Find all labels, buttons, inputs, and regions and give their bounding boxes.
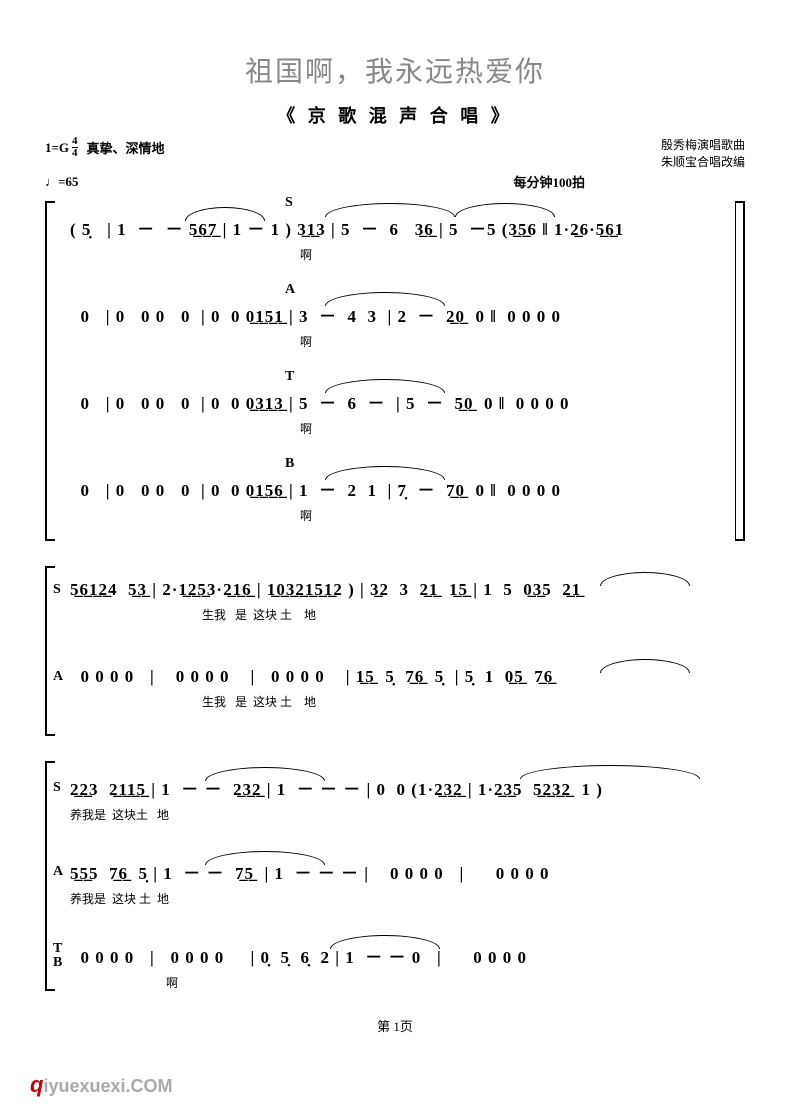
credits: 殷秀梅演唱歌曲 朱顺宝合唱改编	[661, 136, 745, 170]
staff-b: B 0 | 0 0 0 0 | 0 0 0̲1̲5̲6̲ | 1 － 2 1 |…	[45, 462, 745, 515]
voice-label-b: B	[285, 456, 294, 472]
music-line-a2: 0 0 0 0 | 0 0 0 0 | 0 0 0 0 | 1̲5̲ 5̣ 7̲…	[70, 667, 553, 687]
music-line-s: ( 5̣ | 1 － － 5̲6̲7̲ | 1 － 1 ) 3̲1̲3 | 5 …	[70, 215, 624, 240]
music-line-tb3: 0 0 0 0 | 0 0 0 0 | 0̣ 5̣ 6̣ 2 | 1 － － 0…	[70, 943, 527, 968]
staff-s: S ( 5̣ | 1 － － 5̲6̲7̲ | 1 － 1 ) 3̲1̲3 | …	[45, 201, 745, 254]
voice-label-a: A	[53, 669, 63, 685]
slur	[325, 203, 455, 217]
staff-a: A 0 | 0 0 0 0 | 0 0 0̲1̲5̲1̲ | 3 － 4 3 |…	[45, 288, 745, 341]
key-signature: 1=G 4 4 真挚、深情地	[45, 136, 165, 159]
voice-label-s: S	[53, 582, 61, 598]
page-subtitle: 《 京 歌 混 声 合 唱 》	[45, 102, 745, 128]
header-row: 1=G 4 4 真挚、深情地 殷秀梅演唱歌曲 朱顺宝合唱改编	[45, 136, 745, 170]
page-number: 第 1页	[45, 1016, 745, 1035]
bpm-mark: 每分钟100拍	[513, 172, 585, 191]
music-line-a: 0 | 0 0 0 0 | 0 0 0̲1̲5̲1̲ | 3 － 4 3 | 2…	[70, 302, 561, 327]
slur	[205, 851, 325, 865]
staff-s2: S 5̲6̲1̲2̲4 5̲3̲ | 2·1̲2̲5̲3·2̲1̲6̲ | 1̲…	[45, 566, 745, 614]
header-left: 1=G 4 4 真挚、深情地	[45, 136, 165, 170]
watermark-text: iyuexuexi.COM	[43, 1076, 172, 1096]
staff-tb3: T B 0 0 0 0 | 0 0 0 0 | 0̣ 5̣ 6̣ 2 | 1 －…	[45, 929, 745, 982]
watermark-q: q	[30, 1072, 43, 1097]
time-signature: 4 4	[72, 136, 78, 159]
voice-label-t: T	[285, 369, 294, 385]
staff-a3: A 5̲5̲5 7̲6̲ 5̣ | 1 － － 7̲5̲ | 1 － － － |…	[45, 845, 745, 898]
credit-line-2: 朱顺宝合唱改编	[661, 153, 745, 170]
system-3: S 2̲2̲3 2̲1̲1̲5̲ | 1 － － 2̲3̲2̲ | 1 － － …	[45, 761, 745, 991]
music-line-s2: 5̲6̲1̲2̲4 5̲3̲ | 2·1̲2̲5̲3·2̲1̲6̲ | 1̲0̲…	[70, 580, 581, 600]
slur	[330, 935, 440, 949]
slur	[325, 466, 445, 480]
staff-a2: A 0 0 0 0 | 0 0 0 0 | 0 0 0 0 | 1̲5̲ 5̣ …	[45, 653, 745, 701]
watermark: qiyuexuexi.COM	[30, 1072, 173, 1098]
system-2: S 5̲6̲1̲2̲4 5̲3̲ | 2·1̲2̲5̲3·2̲1̲6̲ | 1̲…	[45, 566, 745, 736]
key-text: 1=G	[45, 140, 69, 156]
slur	[520, 765, 700, 779]
voice-label-s: S	[53, 780, 61, 796]
credit-line-1: 殷秀梅演唱歌曲	[661, 136, 745, 153]
staff-s3: S 2̲2̲3 2̲1̲1̲5̲ | 1 － － 2̲3̲2̲ | 1 － － …	[45, 761, 745, 814]
slur	[205, 767, 325, 781]
staff-t: T 0 | 0 0 0 0 | 0 0 0̲3̲1̲3̲ | 5 － 6 － |…	[45, 375, 745, 428]
voice-label-tb: T B	[53, 942, 62, 970]
voice-label-a: A	[53, 864, 63, 880]
tempo-row: ♩=65 每分钟100拍	[45, 172, 745, 191]
slur	[185, 207, 265, 221]
tempo-mark: ♩=65	[45, 174, 78, 191]
slur	[600, 572, 690, 586]
voice-label-s: S	[285, 195, 293, 211]
slur	[455, 203, 555, 217]
time-bottom: 4	[72, 148, 78, 159]
voice-label-a: A	[285, 282, 295, 298]
music-line-b: 0 | 0 0 0 0 | 0 0 0̲1̲5̲6̲ | 1 － 2 1 | 7…	[70, 476, 561, 501]
slur	[325, 379, 445, 393]
system-1: S ( 5̣ | 1 － － 5̲6̲7̲ | 1 － 1 ) 3̲1̲3 | …	[45, 201, 745, 541]
page-title: 祖国啊，我永远热爱你	[45, 50, 745, 90]
music-line-t: 0 | 0 0 0 0 | 0 0 0̲3̲1̲3̲ | 5 － 6 － | 5…	[70, 389, 570, 414]
slur	[600, 659, 690, 673]
expression-mark: 真挚、深情地	[87, 138, 165, 157]
slur	[325, 292, 445, 306]
